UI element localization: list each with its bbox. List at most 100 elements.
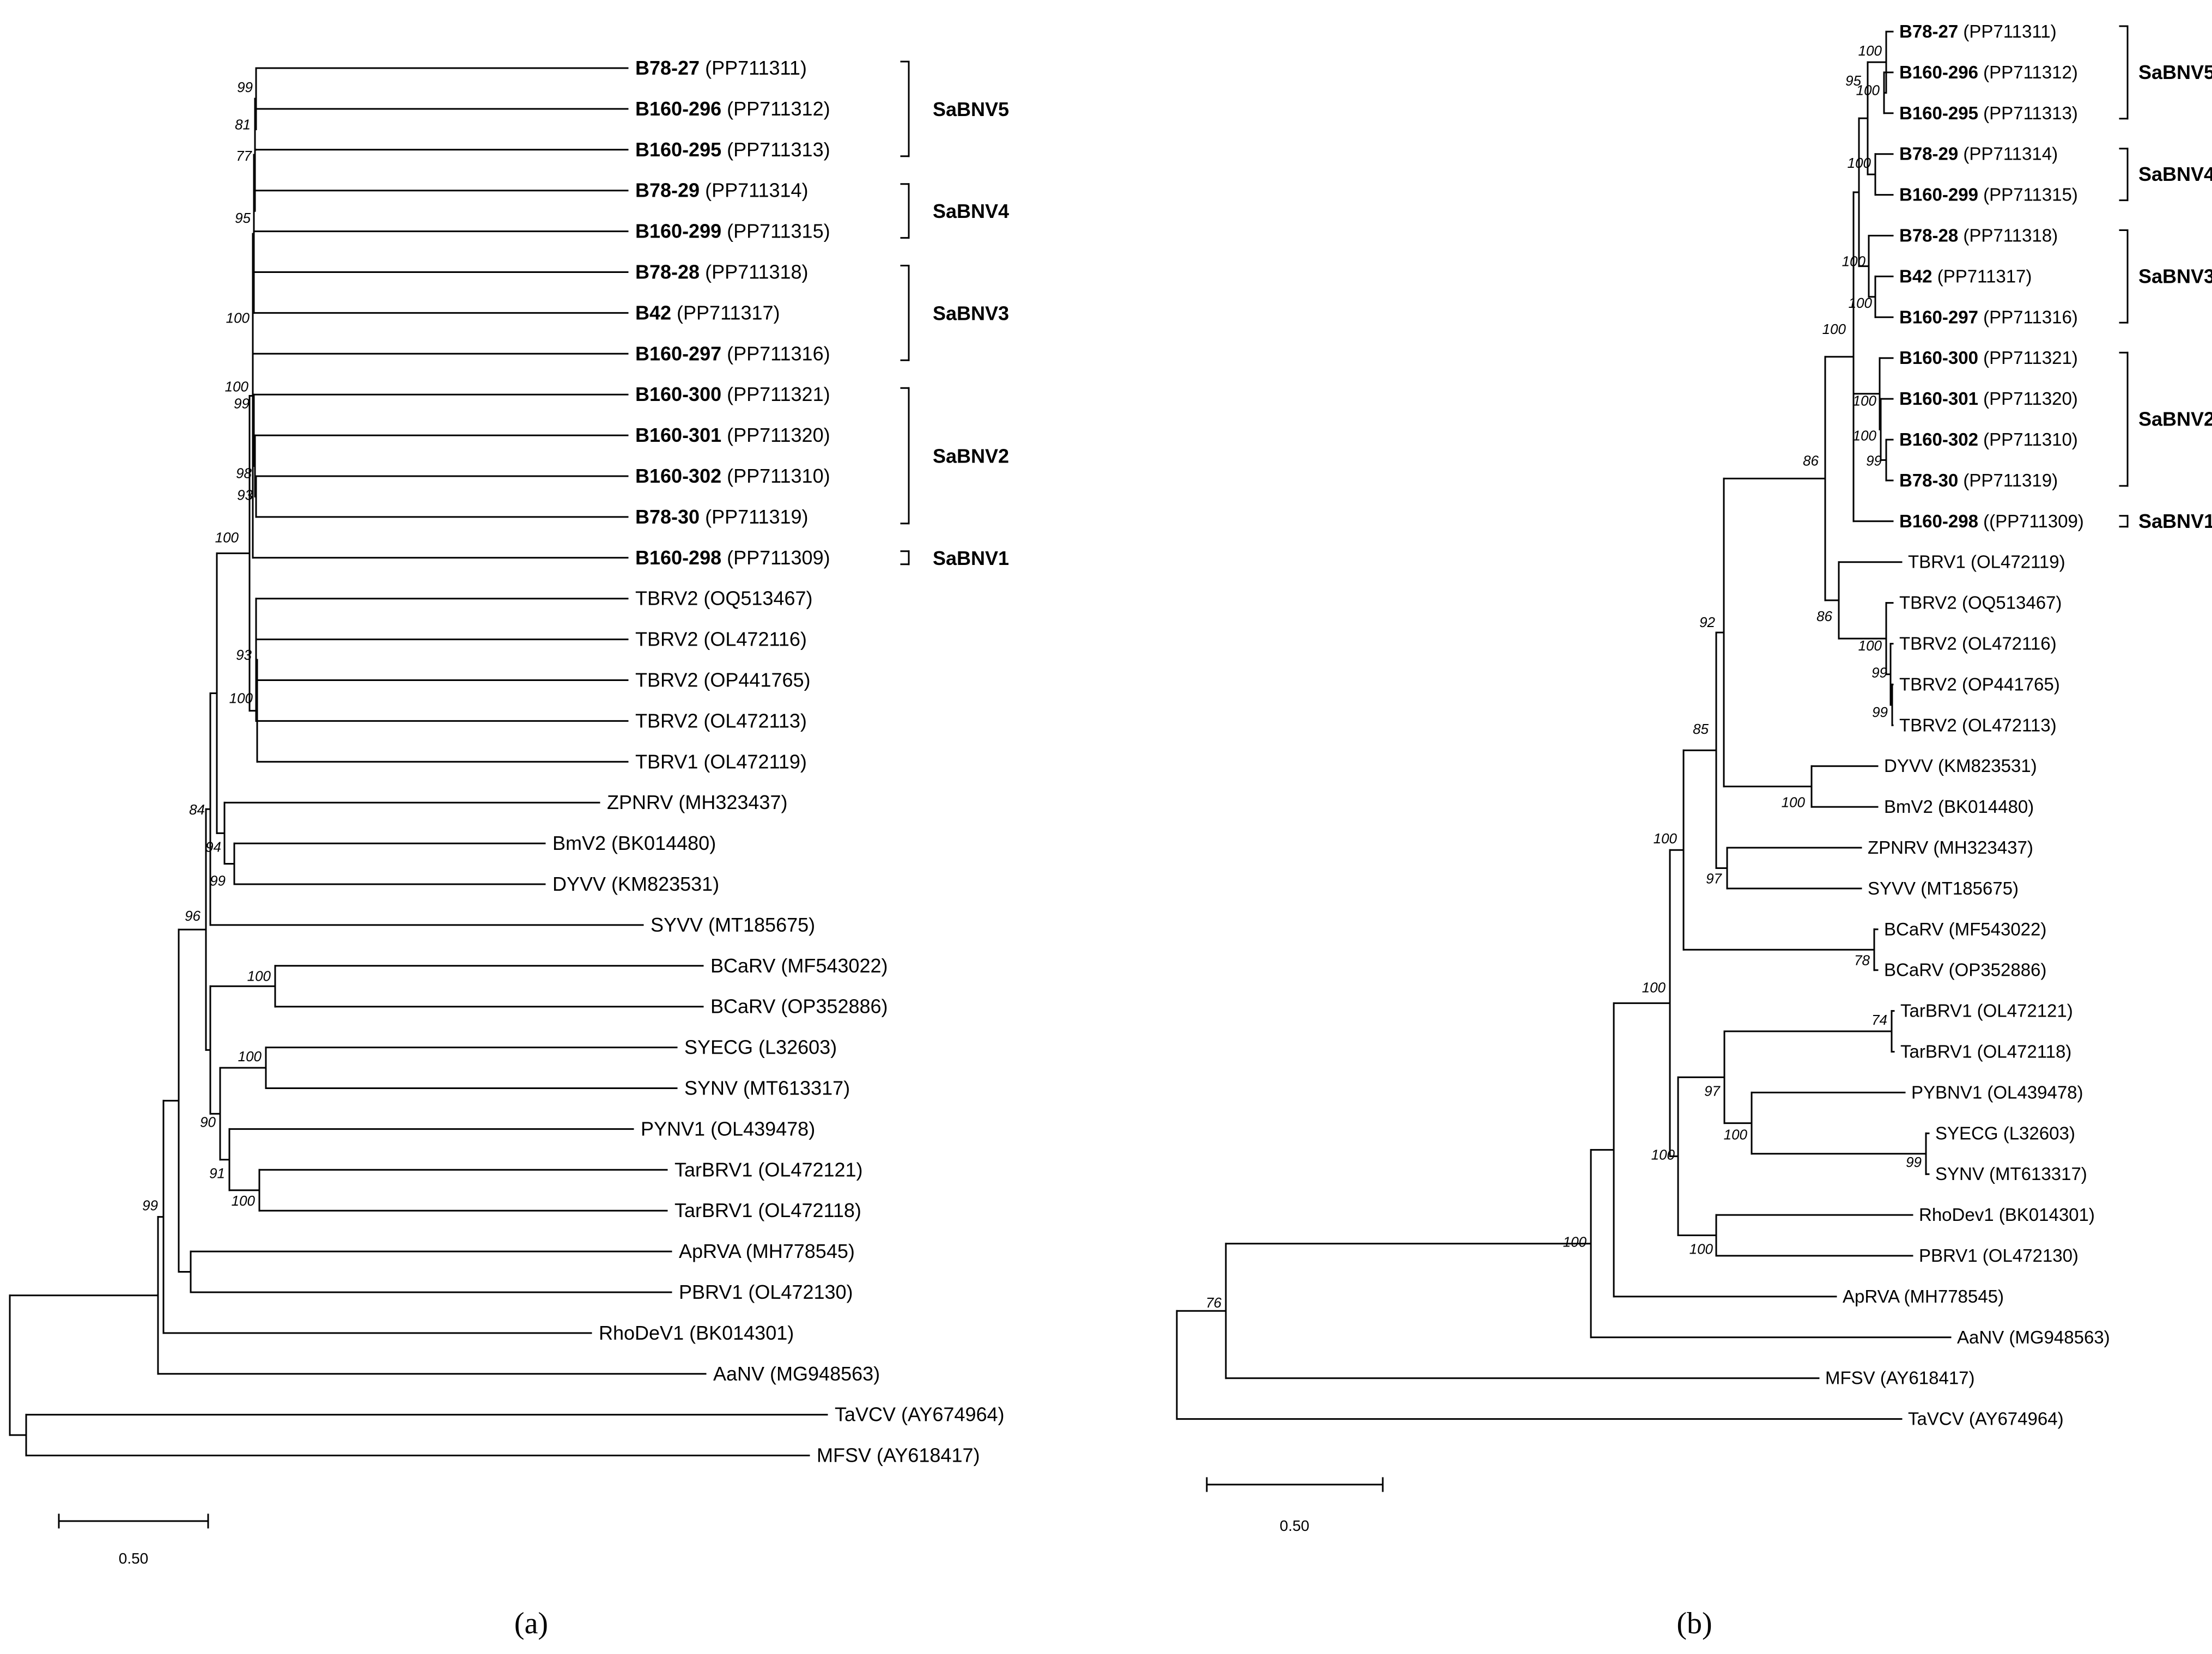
tip-label: B78-30 (PP711319) [1899,470,2058,490]
tip-taxon-name: B160-296 [635,98,721,120]
tip-accession: (OL472113) [698,709,806,732]
tip-taxon-name: MFSV [1825,1368,1875,1388]
tip-label: ZPNRV (MH323437) [1868,837,2033,858]
tip-label: TBRV2 (OP441765) [1899,674,2060,694]
tip-label: BCaRV (MF543022) [1884,919,2046,939]
tip-accession: (MT185675) [1916,878,2019,898]
tip-accession: (AY618417) [871,1444,980,1467]
tip-accession: (PP711314) [700,179,808,202]
tip-accession: (OP441765) [698,669,810,691]
tip-accession: (KM823531) [606,873,719,895]
tip-taxon-name: TBRV2 [635,709,698,732]
tip-accession: (PP711315) [1978,185,2078,205]
tip-label: B78-27 (PP711311) [635,57,807,79]
tip-taxon-name: SYECG [684,1036,753,1059]
tip-taxon-name: B160-295 [1899,103,1978,123]
tip-label: B78-29 (PP711314) [1899,144,2058,164]
bootstrap-value: 99 [234,396,250,412]
bootstrap-value: 93 [237,487,253,503]
tip-label: B78-28 (PP711318) [1899,226,2058,246]
bootstrap-value: 100 [1642,979,1666,995]
tip-accession: (PP711311) [1958,21,2056,41]
clade-label-sabnv2: SaBNV2 [2138,408,2212,430]
tip-taxon-name: B78-29 [1899,144,1958,164]
tip-taxon-name: BCaRV [710,954,775,977]
bootstrap-value: 100 [1724,1127,1748,1143]
bootstrap-value: 76 [1206,1294,1222,1311]
tip-label: SYVV (MT185675) [1868,878,2019,898]
tip-taxon-name: SYECG [1935,1123,1998,1143]
bootstrap-value: 100 [1848,155,1871,171]
tip-label: BCaRV (OP352886) [1884,960,2046,980]
bootstrap-value: 100 [215,530,239,546]
bootstrap-value: 100 [1858,42,1882,59]
tip-accession: (OL472116) [1957,634,2057,654]
tip-accession: (PP711317) [671,301,780,324]
bootstrap-value: 100 [229,690,253,707]
tip-accession: (OP441765) [1957,674,2060,694]
tip-taxon-name: PYNV1 [641,1117,705,1140]
tip-accession: (OL472121) [752,1158,862,1181]
tip-accession: (AY618417) [1875,1368,1975,1388]
bootstrap-value: 100 [247,968,271,984]
tip-taxon-name: B78-28 [635,261,700,283]
bootstrap-value: 99 [1872,704,1888,720]
bootstrap-value: 95 [235,210,251,226]
tip-label: B78-29 (PP711314) [635,179,809,202]
tip-accession: (PP711310) [1978,429,2078,449]
tip-taxon-name: B160-302 [635,465,721,487]
tip-label: PYNV1 (OL439478) [641,1117,815,1140]
tip-taxon-name: DYVV [1884,756,1933,776]
tip-taxon-name: BCaRV [1884,919,1943,939]
tip-accession: (PP711312) [721,98,830,120]
bootstrap-value: 100 [1856,82,1880,98]
tip-taxon-name: B78-30 [635,506,700,528]
tip-taxon-name: B78-27 [635,57,700,79]
tip-accession: (MF543022) [775,954,888,977]
tip-taxon-name: TaVCV [835,1403,896,1426]
bootstrap-value: 100 [1853,427,1877,443]
tip-accession: (OQ513467) [1957,593,2062,613]
bootstrap-value: 77 [236,148,252,164]
tip-accession: (PP711316) [721,342,830,364]
tip-taxon-name: RhoDeV1 [599,1322,684,1344]
bootstrap-value: 100 [1654,830,1678,847]
tip-taxon-name: DYVV [552,873,606,895]
tip-label: RhoDev1 (BK014301) [1919,1205,2095,1225]
clade-label-sabnv4: SaBNV4 [2138,163,2212,185]
tip-label: TBRV2 (OL472113) [635,709,807,732]
tip-taxon-name: MFSV [817,1444,871,1467]
tip-taxon-name: BCaRV [1884,960,1943,980]
scale-bar-label: 0.50 [1280,1517,1310,1534]
bootstrap-value: 78 [1854,952,1870,968]
tip-taxon-name: B160-295 [635,138,721,161]
tip-label: TarBRV1 (OL472121) [674,1158,863,1181]
tip-accession: (L32603) [1998,1123,2075,1143]
bootstrap-value: 99 [237,79,253,95]
tip-label: TBRV1 (OL472119) [1908,552,2065,572]
tip-label: DYVV (KM823531) [552,873,719,895]
tip-taxon-name: TBRV2 [635,628,698,650]
tree-labels: B78-27 (PP711311)B160-296 (PP711312)B160… [119,21,2212,1640]
clade-label-sabnv2: SaBNV2 [933,445,1009,467]
tip-accession: (MG948563) [764,1363,880,1385]
tip-accession: (PP711313) [1978,103,2078,123]
bootstrap-value: 100 [1822,321,1846,337]
tip-label: BCaRV (OP352886) [710,995,888,1018]
tip-taxon-name: TarBRV1 [674,1158,752,1181]
bootstrap-value: 99 [1906,1154,1922,1170]
bootstrap-value: 100 [1842,253,1866,270]
tip-taxon-name: ZPNRV [607,791,673,813]
tip-accession: (KM823531) [1933,756,2037,776]
tip-label: TarBRV1 (OL472118) [1900,1042,2071,1062]
tip-accession: (OL472113) [1957,715,2057,735]
clade-label-sabnv4: SaBNV4 [933,200,1009,222]
tip-taxon-name: B160-297 [635,342,721,364]
tip-label: B78-28 (PP711318) [635,261,809,283]
bootstrap-value: 100 [1782,794,1806,811]
bootstrap-value: 85 [1693,721,1709,737]
tip-taxon-name: TBRV2 [1899,674,1957,694]
tip-accession: (PP711318) [1958,226,2058,246]
tip-label: B42 (PP711317) [1899,266,2032,286]
